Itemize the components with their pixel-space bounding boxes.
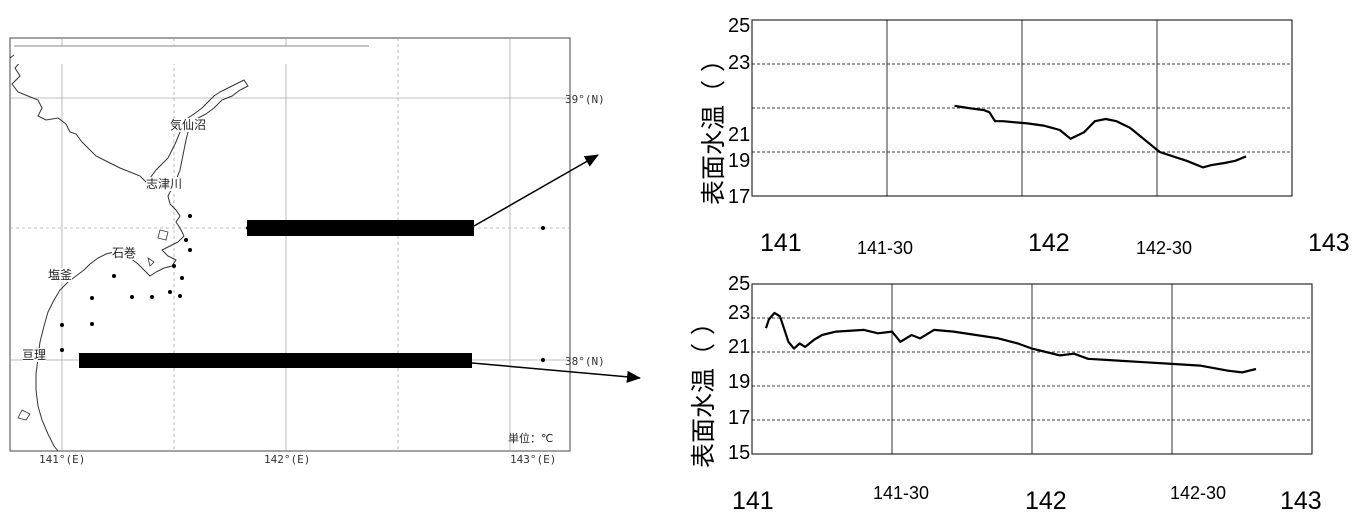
x-tick-label: 143 [1280, 487, 1322, 515]
y-tick-label: 25 [728, 15, 751, 37]
place-label: 志津川 [146, 177, 183, 191]
place-label: 亘理 [22, 348, 47, 362]
upper-chart-y-label: 表面水温（ ） [699, 47, 728, 205]
place-label: 気仙沼 [170, 118, 207, 132]
upper-chart-svg [751, 19, 1293, 197]
place-label: 石巻 [112, 246, 137, 260]
temperature-series-line [954, 104, 1247, 169]
y-tick-label: 19 [728, 150, 751, 172]
lower-chart-y-label: 表面水温（ ） [689, 310, 718, 468]
x-tick-label: 142-30 [1136, 238, 1193, 258]
x-tick-label: 141-30 [857, 238, 914, 258]
y-tick-label: 25 [728, 273, 751, 295]
lon-label: 141°(E) [39, 453, 86, 466]
survey-track-south [79, 353, 472, 368]
x-tick-label: 142 [1025, 487, 1067, 515]
place-label: 塩釜 [48, 268, 73, 282]
map-panel: 気仙沼 志津川 石巻 塩釜 亘理 39°(N) 38°(N) 141°(E) 1… [0, 0, 605, 518]
y-tick-label: 17 [728, 186, 751, 208]
lat-label: 39°(N) [565, 93, 605, 106]
y-tick-label: 21 [728, 124, 751, 146]
y-tick-label: 23 [728, 302, 751, 324]
x-tick-label: 141 [732, 487, 774, 515]
x-tick-label: 141 [760, 229, 802, 257]
lon-label: 142°(E) [264, 453, 311, 466]
y-tick-label: 15 [728, 442, 751, 464]
lower-chart-svg [751, 283, 1313, 455]
upper-chart: 表面水温（ ） 25 23 21 19 17 141 141-30 142 14… [660, 0, 1357, 280]
survey-track-north [247, 220, 474, 236]
y-tick-label: 21 [728, 336, 751, 358]
x-tick-label: 143 [1308, 229, 1350, 257]
map-header-mask [14, 46, 369, 64]
map-frame [9, 37, 571, 452]
y-tick-label: 23 [728, 52, 751, 74]
lower-chart: 表面水温（ ） 25 23 21 19 17 15 141 141-30 142… [660, 268, 1357, 518]
lat-label: 38°(N) [565, 355, 605, 368]
unit-label: 単位：℃ [508, 432, 554, 445]
y-tick-label: 19 [728, 371, 751, 393]
lon-label: 143°(E) [510, 453, 557, 466]
x-tick-label: 142-30 [1170, 483, 1227, 503]
temperature-series-line [764, 311, 1257, 374]
coastline-islands [17, 229, 169, 421]
x-tick-label: 142 [1028, 229, 1070, 257]
arrow-to-upper-chart [473, 154, 599, 227]
y-tick-label: 17 [728, 407, 751, 429]
map-figure [9, 37, 599, 452]
station-dots [60, 214, 545, 362]
x-tick-label: 141-30 [873, 483, 930, 503]
